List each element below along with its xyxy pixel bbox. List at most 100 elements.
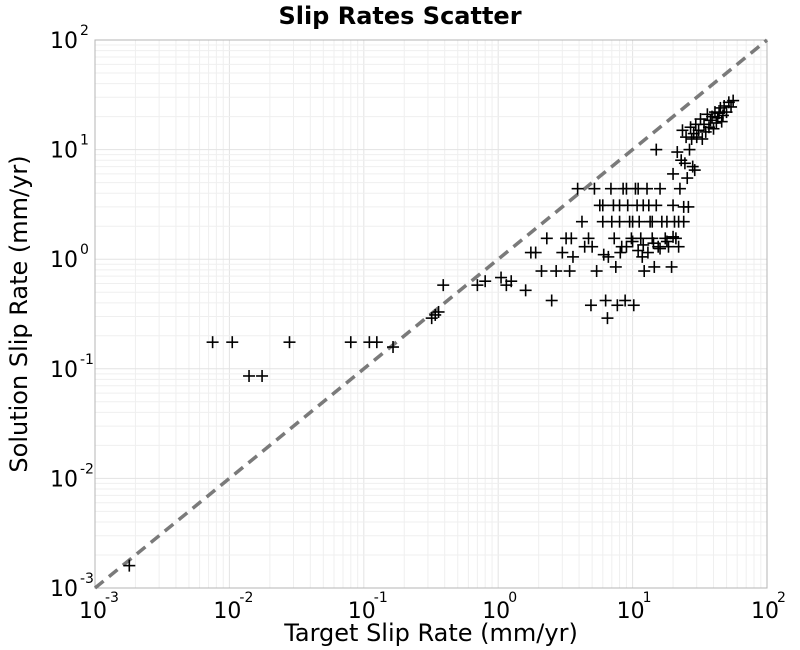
svg-text:10: 10	[751, 599, 779, 624]
data-point	[566, 250, 579, 263]
data-point	[471, 279, 484, 292]
data-point	[690, 131, 703, 144]
data-point	[243, 369, 256, 382]
data-point	[505, 275, 518, 288]
x-axis-label: Target Slip Rate (mm/yr)	[283, 619, 578, 647]
data-point	[540, 232, 553, 245]
data-point	[637, 238, 650, 251]
data-point	[586, 240, 599, 253]
data-point	[678, 157, 691, 170]
data-point	[650, 143, 663, 156]
data-point	[638, 265, 651, 278]
data-point	[660, 215, 673, 228]
data-point	[667, 199, 680, 212]
svg-text:10: 10	[79, 599, 107, 624]
svg-text:-2: -2	[239, 590, 253, 606]
svg-text:-3: -3	[105, 590, 119, 606]
data-point	[599, 294, 612, 307]
data-point	[641, 246, 654, 259]
data-point	[662, 240, 675, 253]
data-point	[344, 336, 357, 349]
svg-text:-2: -2	[80, 461, 94, 477]
data-point	[665, 260, 678, 273]
data-point	[632, 182, 645, 195]
data-point	[620, 182, 633, 195]
x-tick-label: 100	[482, 590, 517, 624]
svg-text:10: 10	[482, 599, 510, 624]
grid	[94, 40, 767, 589]
svg-text:2: 2	[80, 23, 89, 39]
data-point	[620, 240, 633, 253]
svg-text:2: 2	[777, 590, 786, 606]
y-tick-label: 10 -1	[50, 352, 94, 383]
y-tick-label: 10 -3	[50, 571, 94, 602]
data-point	[688, 164, 701, 177]
svg-text:-3: -3	[80, 571, 94, 587]
x-tick-label: 101	[617, 590, 652, 624]
data-point	[627, 299, 640, 312]
data-point	[432, 305, 445, 318]
data-point	[667, 230, 680, 243]
data-point	[582, 232, 595, 245]
data-point	[588, 182, 601, 195]
data-point	[647, 237, 660, 250]
data-point	[660, 235, 673, 248]
data-point	[626, 215, 639, 228]
data-point	[613, 199, 626, 212]
data-point	[684, 121, 697, 134]
data-point	[710, 116, 723, 129]
data-point	[611, 299, 624, 312]
data-point	[698, 118, 711, 131]
data-point	[565, 232, 578, 245]
data-point	[637, 199, 650, 212]
data-point	[596, 199, 609, 212]
svg-text:-1: -1	[80, 352, 94, 368]
data-point	[370, 336, 383, 349]
svg-text:1: 1	[643, 590, 652, 606]
data-point	[495, 271, 508, 284]
data-point	[604, 182, 617, 195]
data-point	[256, 369, 269, 382]
data-point	[437, 279, 450, 292]
data-point	[671, 146, 684, 159]
data-point	[608, 232, 621, 245]
plot-frame	[94, 39, 768, 589]
data-point	[707, 122, 720, 135]
svg-text:10: 10	[50, 248, 78, 273]
data-point	[667, 167, 680, 180]
data-point	[529, 246, 542, 259]
svg-text:1: 1	[80, 133, 89, 149]
svg-text:0: 0	[80, 242, 89, 258]
data-point	[654, 182, 667, 195]
data-point	[725, 100, 738, 113]
data-point	[123, 559, 136, 572]
data-point	[601, 312, 614, 325]
data-point	[669, 232, 682, 245]
svg-text:10: 10	[50, 139, 78, 164]
data-point	[715, 115, 728, 128]
data-point	[683, 143, 696, 156]
data-point	[571, 182, 584, 195]
x-tick-label: 10-1	[348, 590, 388, 624]
data-point	[681, 172, 694, 185]
data-point	[556, 246, 569, 259]
data-point	[590, 265, 603, 278]
y-tick-label: 10 1	[50, 133, 89, 164]
data-point	[646, 215, 659, 228]
y-tick-label: 10 2	[50, 23, 89, 54]
data-point	[545, 294, 558, 307]
data-point	[550, 265, 563, 278]
svg-text:-1: -1	[374, 590, 388, 606]
svg-text:10: 10	[213, 599, 241, 624]
data-point	[634, 232, 647, 245]
data-point	[673, 182, 686, 195]
data-point	[519, 284, 532, 297]
data-point	[680, 131, 693, 144]
data-point	[648, 260, 661, 273]
chart-title: Slip Rates Scatter	[278, 2, 521, 30]
data-point	[563, 265, 576, 278]
data-point	[696, 132, 709, 145]
data-point	[682, 200, 695, 213]
